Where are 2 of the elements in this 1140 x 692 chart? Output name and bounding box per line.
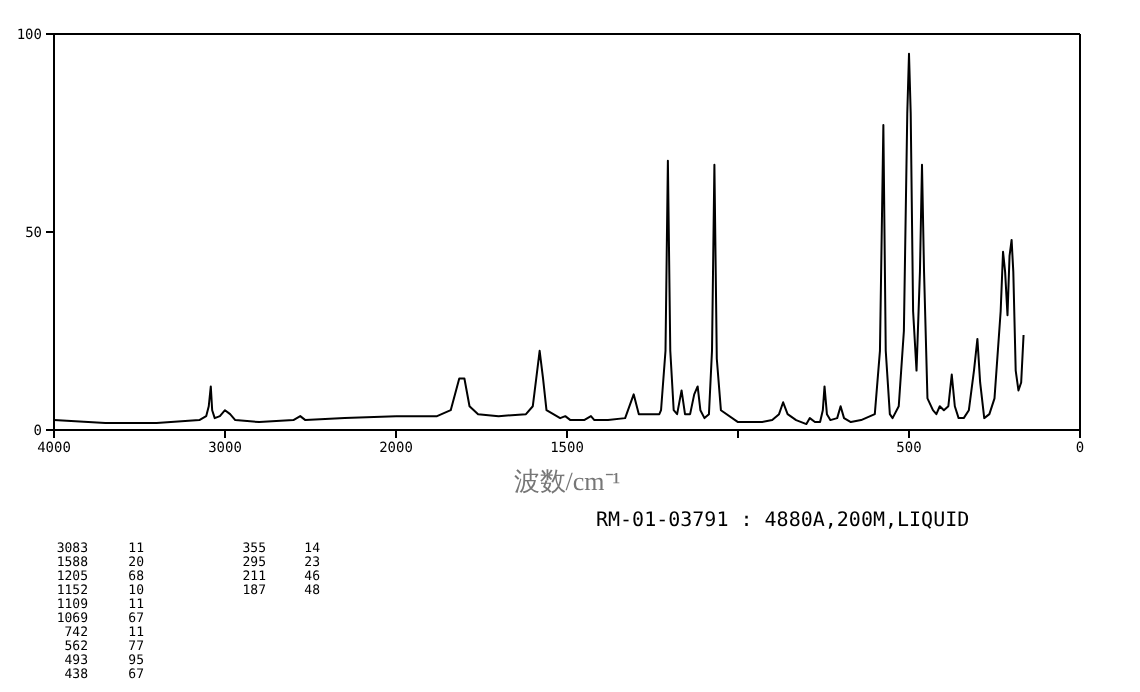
x-axis-title: 波数/cm⁻¹ [513, 466, 621, 496]
text: RM-01-03791 : 4880A,200M,LIQUID [596, 510, 970, 532]
